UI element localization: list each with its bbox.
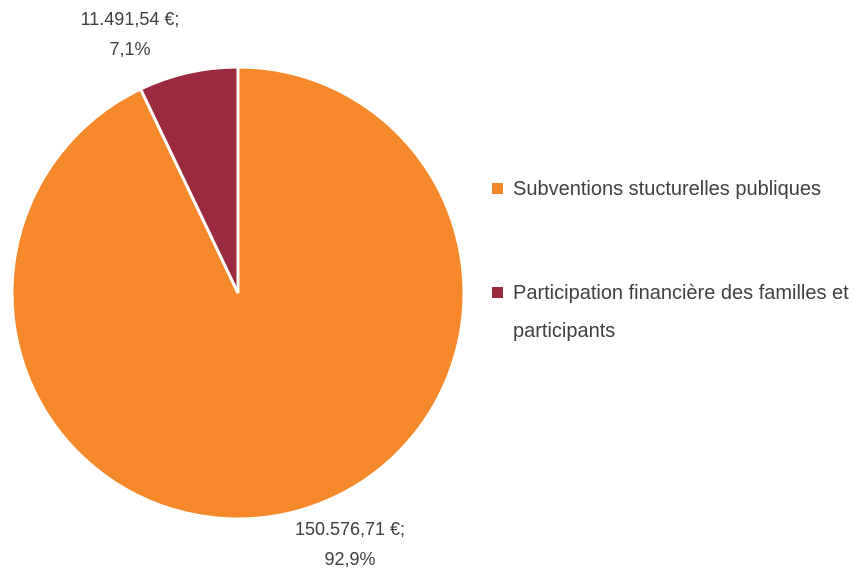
- data-label: 11.491,54 €;: [81, 9, 180, 29]
- pie-slice: [138, 65, 240, 294]
- data-label: 150.576,71 €;: [295, 519, 405, 539]
- legend-label: Subventions stucturelles publiques: [513, 178, 821, 200]
- data-label: 7,1%: [109, 39, 150, 59]
- legend-swatch: [492, 287, 503, 298]
- legend-item: Subventions stucturelles publiques: [492, 170, 852, 208]
- legend: Subventions stucturelles publiques Partic…: [492, 170, 852, 416]
- data-label: 92,9%: [324, 549, 375, 569]
- legend-label: Participation financière des familles et…: [513, 282, 849, 342]
- legend-swatch: [492, 183, 503, 194]
- legend-item: Participation financière des familles et…: [492, 274, 852, 350]
